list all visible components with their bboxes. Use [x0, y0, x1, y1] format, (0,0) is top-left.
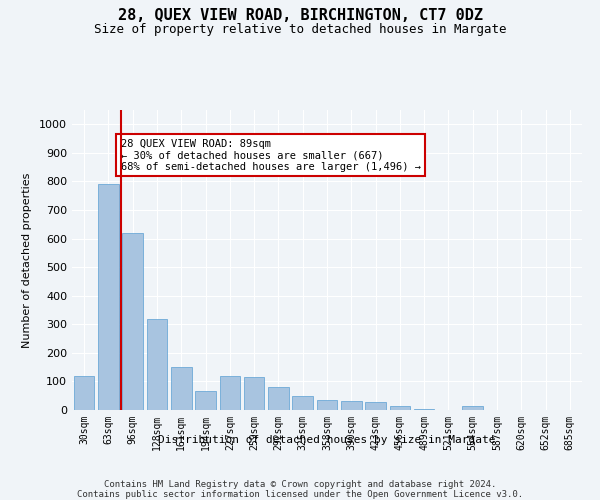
Bar [74, 376, 94, 410]
Bar [220, 376, 240, 410]
Text: 28, QUEX VIEW ROAD, BIRCHINGTON, CT7 0DZ: 28, QUEX VIEW ROAD, BIRCHINGTON, CT7 0DZ [118, 8, 482, 22]
Bar [98, 184, 119, 410]
Bar [365, 402, 386, 410]
Bar [414, 408, 434, 410]
Text: Contains HM Land Registry data © Crown copyright and database right 2024.: Contains HM Land Registry data © Crown c… [104, 480, 496, 489]
Text: Size of property relative to detached houses in Margate: Size of property relative to detached ho… [94, 22, 506, 36]
Bar [244, 377, 265, 410]
Text: Distribution of detached houses by size in Margate: Distribution of detached houses by size … [158, 435, 496, 445]
Y-axis label: Number of detached properties: Number of detached properties [22, 172, 32, 348]
Bar [122, 233, 143, 410]
Text: 28 QUEX VIEW ROAD: 89sqm
← 30% of detached houses are smaller (667)
68% of semi-: 28 QUEX VIEW ROAD: 89sqm ← 30% of detach… [121, 138, 421, 172]
Bar [292, 396, 313, 410]
Bar [171, 367, 191, 410]
Bar [195, 392, 216, 410]
Bar [268, 387, 289, 410]
Bar [317, 400, 337, 410]
Bar [341, 402, 362, 410]
Text: Contains public sector information licensed under the Open Government Licence v3: Contains public sector information licen… [77, 490, 523, 499]
Bar [389, 406, 410, 410]
Bar [146, 318, 167, 410]
Bar [463, 406, 483, 410]
